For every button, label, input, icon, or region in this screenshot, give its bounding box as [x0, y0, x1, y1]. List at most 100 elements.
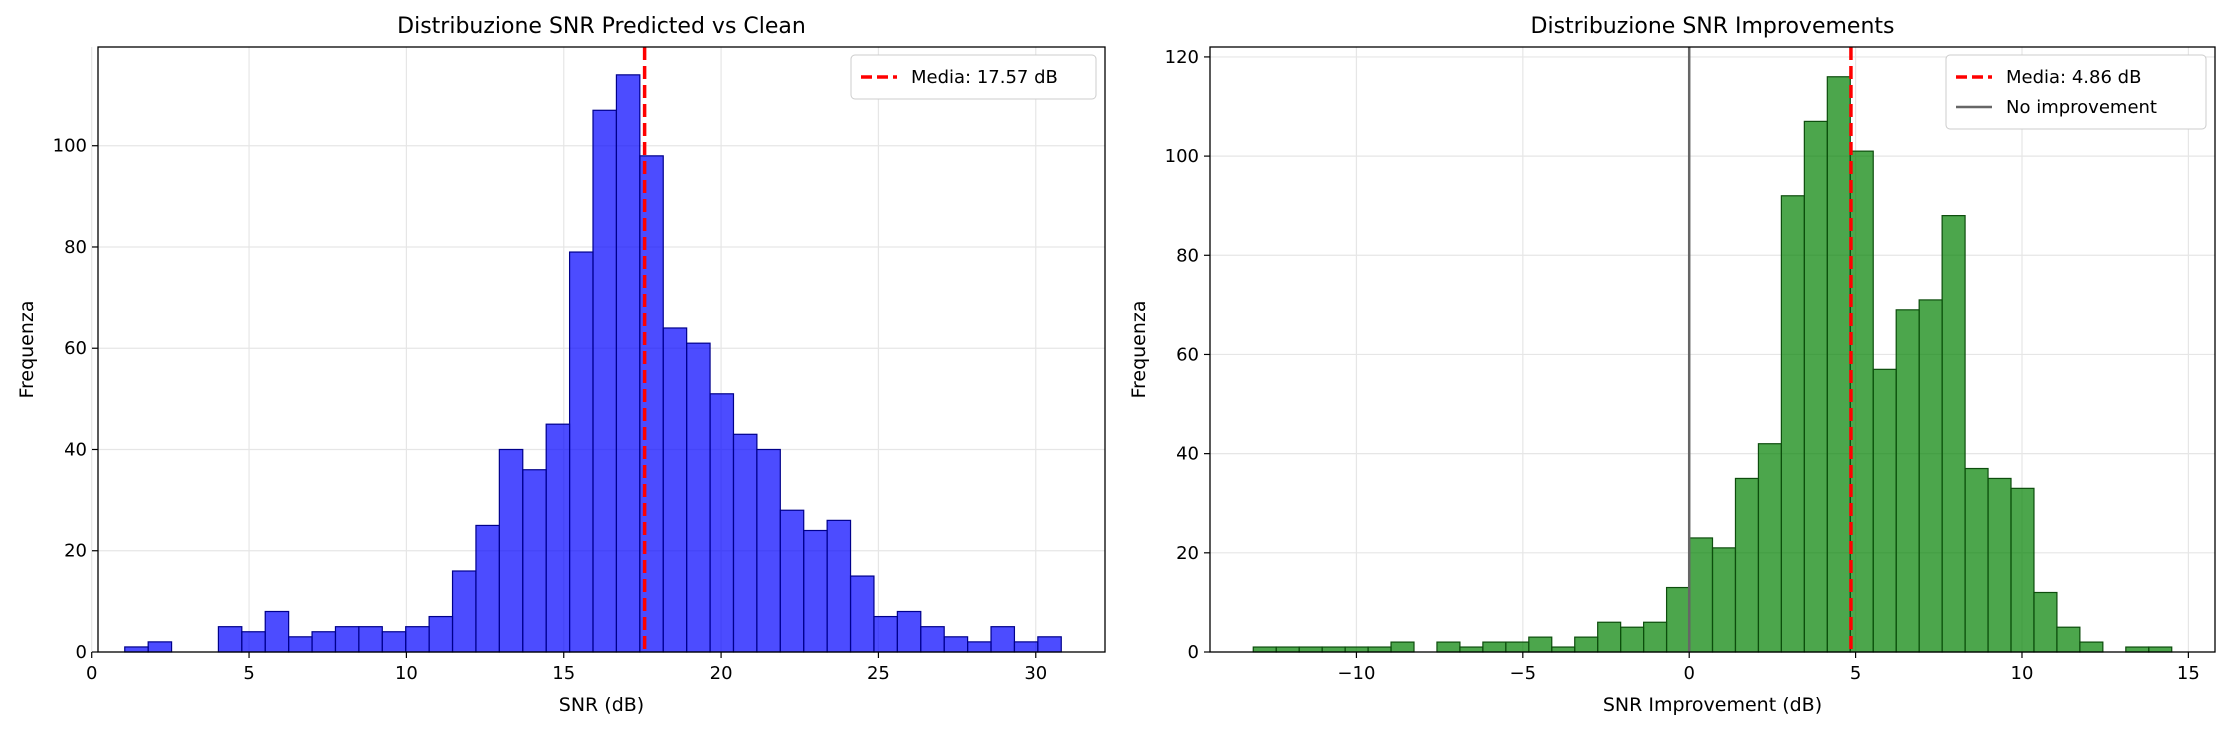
x-tick-label-left: 15: [552, 663, 575, 684]
x-tick-label-right: −5: [1510, 663, 1537, 684]
x-tick-label-right: 5: [1850, 663, 1861, 684]
histogram-bar-right: [1620, 626, 1645, 653]
histogram-bar-right: [2125, 646, 2150, 653]
legend-label-mean-left: Media: 17.57 dB: [911, 67, 1058, 88]
y-ticks-left: 0 20 40 60 80 100: [53, 136, 98, 663]
histogram-bar-left: [873, 615, 898, 653]
histogram-bar-right: [2033, 591, 2058, 653]
legend-left: Media: 17.57 dB: [850, 54, 1097, 100]
x-tick-label-right: −10: [1337, 663, 1375, 684]
plot-frame-left: [97, 46, 1106, 653]
histogram-bar-left: [1013, 641, 1039, 653]
bars-left: [124, 74, 1062, 653]
legend-box-right: [1945, 54, 2207, 130]
histogram-bar-left: [756, 448, 781, 653]
histogram-bar-left: [311, 631, 337, 653]
chart-title-right: Distribuzione SNR Improvements: [1531, 14, 1895, 39]
histogram-bar-left: [545, 423, 571, 653]
y-tick-label-right: 20: [1176, 543, 1199, 564]
histogram-bar-right: [1803, 120, 1828, 653]
histogram-bar-right: [1757, 443, 1782, 653]
x-ticks-right: −10 −5 0 5 10 15: [1337, 652, 2200, 684]
histogram-bar-left: [803, 529, 828, 653]
x-axis-label-right: SNR Improvement (dB): [1603, 694, 1822, 716]
y-tick-label-left: 20: [64, 541, 87, 562]
histogram-bar-left: [568, 251, 594, 653]
histogram-bar-left: [615, 74, 641, 653]
histogram-bar-right: [1390, 641, 1415, 653]
histogram-bar-left: [826, 519, 852, 653]
histogram-bar-right: [1872, 368, 1897, 653]
histogram-bar-right: [1895, 309, 1920, 653]
y-tick-label-right: 120: [1165, 47, 1199, 68]
histogram-bar-left: [428, 615, 454, 653]
histogram-bar-left: [920, 626, 945, 653]
histogram-bar-right: [1665, 586, 1691, 653]
y-tick-label-right: 80: [1176, 245, 1199, 266]
histogram-bar-left: [732, 433, 758, 653]
y-tick-label-left: 40: [64, 439, 87, 460]
histogram-bar-right: [1826, 76, 1851, 653]
chart-title-left: Distribuzione SNR Predicted vs Clean: [397, 14, 806, 39]
histogram-bar-right: [2148, 646, 2173, 653]
x-tick-label-left: 25: [867, 663, 890, 684]
histogram-bar-left: [896, 610, 922, 653]
histogram-bar-left: [1037, 636, 1062, 653]
y-tick-label-right: 60: [1176, 344, 1199, 365]
y-axis-label-left: Frequenza: [16, 300, 38, 398]
histogram-bar-right: [1734, 477, 1760, 653]
histogram-bar-right: [2010, 487, 2035, 653]
legend-box-left: [850, 54, 1097, 100]
x-tick-label-left: 0: [86, 663, 97, 684]
histogram-bar-right: [1688, 537, 1714, 653]
y-tick-label-left: 60: [64, 338, 87, 359]
histogram-bar-left: [709, 393, 735, 653]
histogram-bar-left: [381, 631, 407, 653]
histogram-bar-left: [358, 626, 383, 653]
legend-label-zero-right: No improvement: [2006, 97, 2157, 118]
histogram-bar-left: [241, 631, 266, 653]
x-ticks-left: 0 5 10 15 20 25 30: [86, 652, 1047, 684]
histogram-bar-right: [2056, 626, 2081, 653]
x-tick-label-right: 15: [2177, 663, 2200, 684]
histogram-bar-right: [1298, 646, 1323, 653]
histogram-bar-left: [967, 641, 992, 653]
histogram-bar-right: [1321, 646, 1346, 653]
x-tick-label-right: 0: [1683, 663, 1694, 684]
y-tick-label-right: 40: [1176, 444, 1199, 465]
legend-label-mean-right: Media: 4.86 dB: [2006, 67, 2141, 88]
histogram-bar-left: [451, 570, 477, 653]
bars-right: [1252, 76, 2173, 653]
histogram-bar-right: [1987, 477, 2012, 653]
histogram-bar-left: [405, 626, 430, 653]
histogram-bar-right: [1252, 646, 1277, 653]
histogram-bar-left: [498, 448, 524, 653]
y-tick-label-left: 80: [64, 237, 87, 258]
histogram-bar-right: [1551, 646, 1576, 653]
x-tick-label-left: 5: [243, 663, 254, 684]
histogram-bar-right: [1482, 641, 1507, 653]
histogram-bar-left: [686, 342, 711, 653]
histogram-bar-right: [2079, 641, 2104, 653]
histogram-bar-right: [1344, 646, 1369, 653]
y-tick-label-left: 0: [76, 642, 87, 663]
x-axis-label-left: SNR (dB): [559, 694, 644, 716]
histogram-bar-right: [1275, 646, 1300, 653]
histogram-bar-right: [1711, 547, 1737, 653]
histogram-bar-right: [1597, 621, 1622, 653]
histogram-bar-left: [124, 646, 149, 653]
histogram-bar-right: [1918, 299, 1943, 653]
chart-left: 0 5 10 15 20 25 30 0 20 40 60 80 100 Distribuzione …: [16, 14, 1106, 716]
x-tick-label-right: 10: [2011, 663, 2034, 684]
histogram-bar-left: [217, 626, 243, 653]
histogram-bar-left: [592, 109, 618, 653]
histogram-bar-left: [147, 641, 173, 653]
histogram-bar-left: [779, 509, 805, 653]
histogram-bar-right: [1849, 150, 1874, 653]
histogram-bar-right: [1459, 646, 1484, 653]
histogram-bar-right: [1780, 195, 1805, 653]
histogram-bar-right: [1574, 636, 1599, 653]
histogram-bar-left: [264, 610, 290, 653]
histogram-bar-left: [849, 575, 875, 653]
